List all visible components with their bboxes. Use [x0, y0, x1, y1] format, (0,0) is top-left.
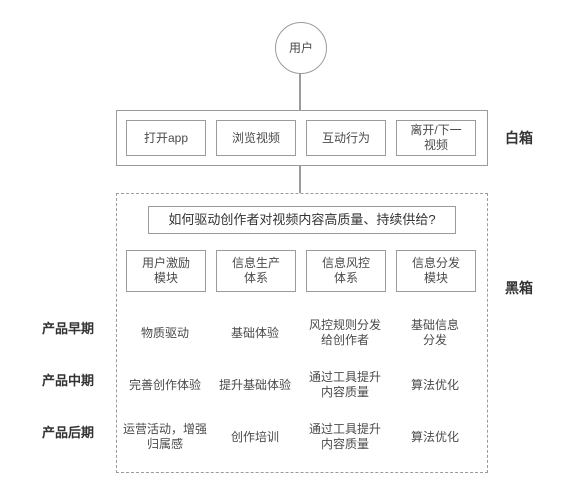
row-1-cell-1-text: 提升基础体验: [219, 378, 291, 393]
module-header-1: 信息生产 体系: [216, 250, 296, 292]
question-text: 如何驱动创作者对视频内容高质量、持续供给?: [168, 212, 435, 228]
row-2-cell-1-text: 创作培训: [231, 430, 279, 445]
white-box-cell-label-3: 离开/下一 视频: [410, 123, 461, 153]
row-0-cell-2: 风控规则分发 给创作者: [302, 312, 388, 354]
connector-1: [299, 164, 301, 193]
module-header-label-1: 信息生产 体系: [232, 256, 280, 286]
row-0-cell-3: 基础信息 分发: [392, 312, 478, 354]
row-1-cell-2-text: 通过工具提升 内容质量: [309, 370, 381, 400]
question-box: 如何驱动创作者对视频内容高质量、持续供给?: [148, 206, 456, 234]
row-2-cell-1: 创作培训: [212, 416, 298, 458]
row-2-cell-3: 算法优化: [392, 416, 478, 458]
diagram-canvas: 用户白箱 打开app 浏览视频 互动行为 离开/下一 视频黑箱 如何驱动创作者对视频内容高…: [0, 0, 583, 500]
white-box-side-label: 白箱: [505, 128, 533, 148]
module-header-2: 信息风控 体系: [306, 250, 386, 292]
white-box-cell-label-0: 打开app: [144, 131, 188, 146]
white-box-cell-3: 离开/下一 视频: [396, 120, 476, 156]
white-box-cell-label-2: 互动行为: [322, 131, 370, 146]
user-node-label: 用户: [289, 41, 313, 56]
row-1-cell-0: 完善创作体验: [122, 364, 208, 406]
connector-0: [299, 72, 301, 110]
row-1-cell-1: 提升基础体验: [212, 364, 298, 406]
black-box-side-label: 黑箱: [505, 278, 533, 298]
row-2-cell-2: 通过工具提升 内容质量: [302, 416, 388, 458]
row-0-cell-0-text: 物质驱动: [141, 326, 189, 341]
row-label-0: 产品早期: [42, 318, 94, 337]
row-2-cell-3-text: 算法优化: [411, 430, 459, 445]
row-2-cell-0-text: 运营活动，增强 归属感: [123, 422, 207, 452]
row-0-cell-1-text: 基础体验: [231, 326, 279, 341]
white-box-cell-2: 互动行为: [306, 120, 386, 156]
row-0-cell-1: 基础体验: [212, 312, 298, 354]
white-box-cell-0: 打开app: [126, 120, 206, 156]
row-0-cell-3-text: 基础信息 分发: [411, 318, 459, 348]
row-label-2: 产品后期: [42, 422, 94, 441]
module-header-label-2: 信息风控 体系: [322, 256, 370, 286]
white-box-cell-label-1: 浏览视频: [232, 131, 280, 146]
module-header-label-3: 信息分发 模块: [412, 256, 460, 286]
row-1-cell-3: 算法优化: [392, 364, 478, 406]
module-header-3: 信息分发 模块: [396, 250, 476, 292]
row-label-1: 产品中期: [42, 370, 94, 389]
module-header-0: 用户激励 模块: [126, 250, 206, 292]
module-header-label-0: 用户激励 模块: [142, 256, 190, 286]
row-2-cell-0: 运营活动，增强 归属感: [122, 416, 208, 458]
user-node: 用户: [275, 22, 327, 74]
row-0-cell-2-text: 风控规则分发 给创作者: [309, 318, 381, 348]
row-1-cell-2: 通过工具提升 内容质量: [302, 364, 388, 406]
row-2-cell-2-text: 通过工具提升 内容质量: [309, 422, 381, 452]
row-0-cell-0: 物质驱动: [122, 312, 208, 354]
row-1-cell-3-text: 算法优化: [411, 378, 459, 393]
row-1-cell-0-text: 完善创作体验: [129, 378, 201, 393]
white-box-cell-1: 浏览视频: [216, 120, 296, 156]
